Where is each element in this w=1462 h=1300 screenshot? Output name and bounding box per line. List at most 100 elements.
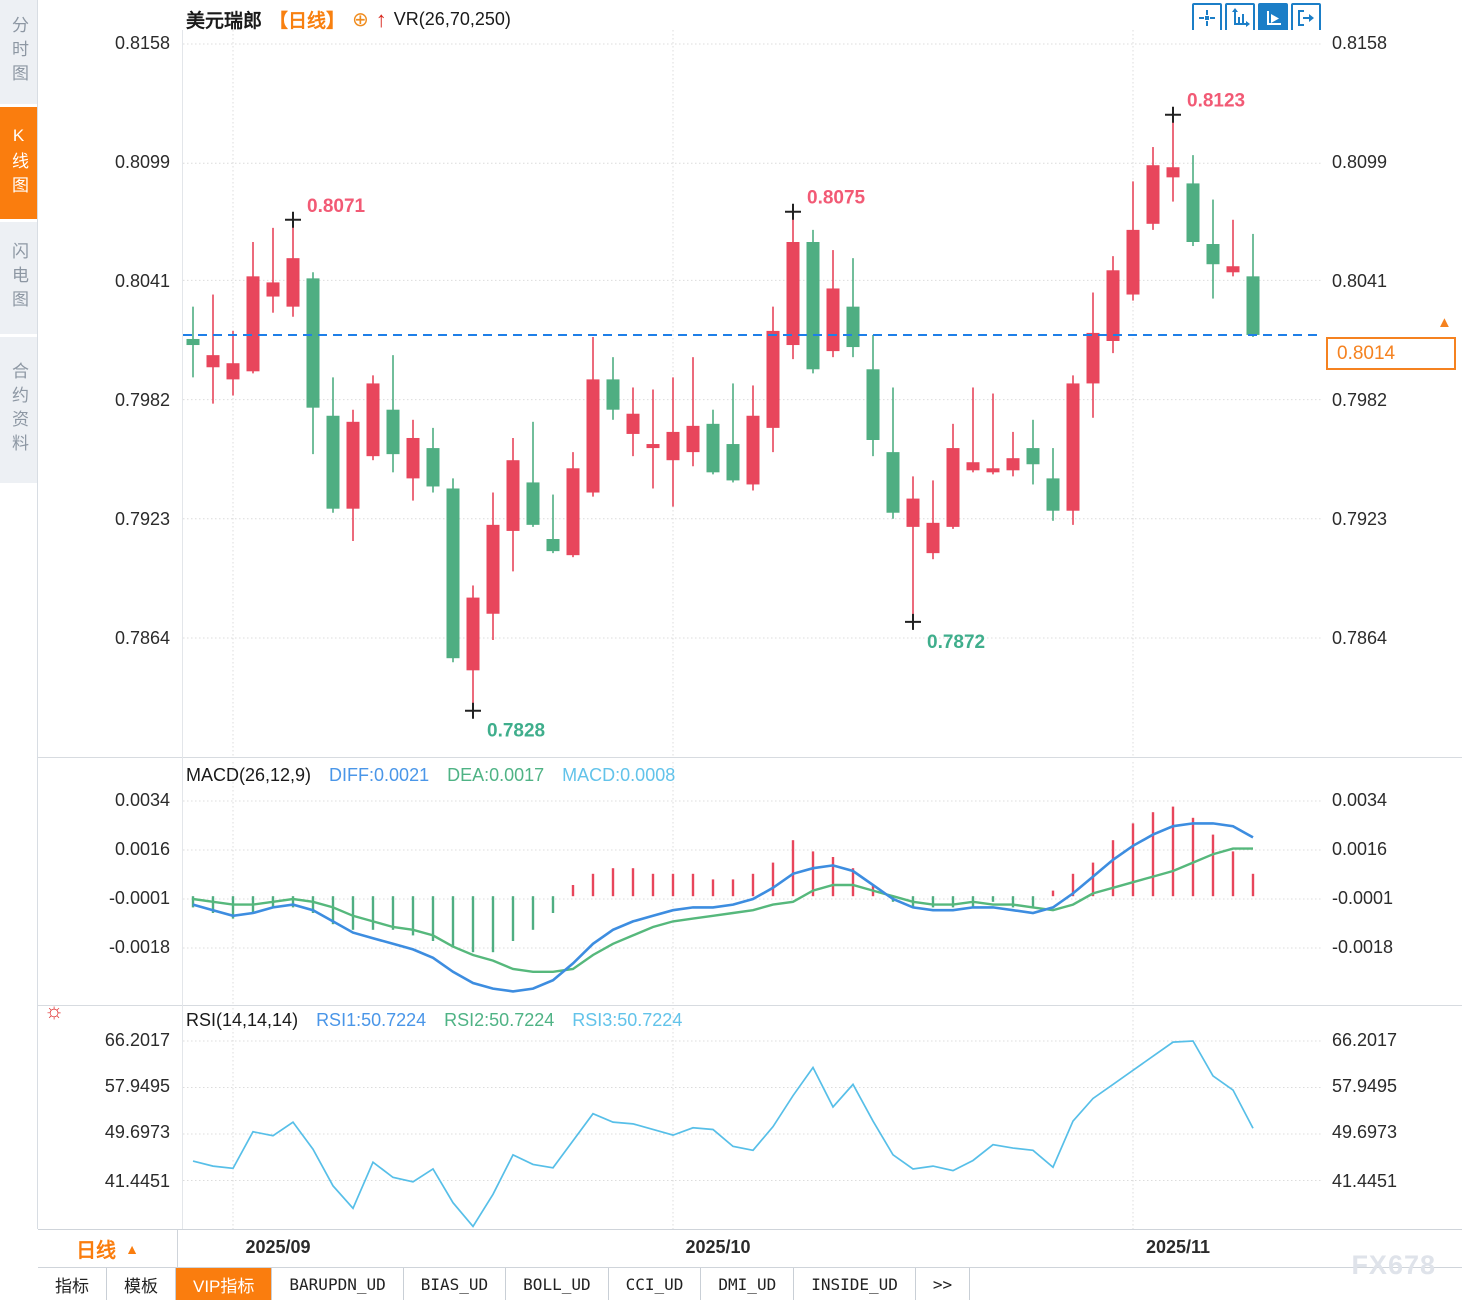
bottom-tab-6[interactable]: CCI_UD <box>609 1268 702 1300</box>
price-axis-label: 0.7923 <box>1332 509 1388 529</box>
candle-body <box>886 452 900 513</box>
macd-header: MACD(26,12,9) DIFF:0.0021 DEA:0.0017 MAC… <box>186 765 675 786</box>
price-axis-label: 0.8099 <box>1332 152 1388 172</box>
sun-indicator-icon[interactable]: ☼ <box>44 998 65 1023</box>
rsi-chart[interactable] <box>183 1008 1323 1229</box>
axis-zoom-icon <box>1232 8 1250 27</box>
macd-histogram-bar <box>231 896 235 919</box>
macd-histogram-bar <box>771 862 775 897</box>
auto-fit-tool-button[interactable] <box>1258 3 1288 33</box>
macd-chart[interactable] <box>183 762 1323 1005</box>
axis-zoom-tool-button[interactable] <box>1225 3 1255 33</box>
bottom-tab-0[interactable]: 指标 <box>38 1268 107 1300</box>
macd-histogram-bar <box>491 896 495 953</box>
candle-body <box>806 241 820 370</box>
candle-body <box>326 415 340 509</box>
candle-body <box>646 444 660 449</box>
macd-axis-label: -0.0018 <box>108 937 170 957</box>
macd-histogram-bar <box>1131 823 1135 897</box>
extreme-cross-marker <box>1165 106 1181 123</box>
rsi-axis-label: 41.4451 <box>104 1171 170 1191</box>
chart-header: 美元瑞郎 【日线】 ⊕ ↑ VR(26,70,250) <box>186 6 511 33</box>
candle-body <box>926 522 940 554</box>
candle-body <box>466 597 480 671</box>
bottom-tab-3[interactable]: BARUPDN_UD <box>272 1268 404 1300</box>
sidebar-item-1[interactable]: K线图 <box>0 107 37 219</box>
sidebar-item-3[interactable]: 合约资料 <box>0 337 37 483</box>
rsi-axis-label: 66.2017 <box>104 1030 170 1050</box>
candle-body <box>226 363 240 380</box>
sidebar-item-0[interactable]: 分时图 <box>0 0 37 104</box>
current-price-value: 0.8014 <box>1337 342 1396 364</box>
panel-divider <box>38 1005 1462 1006</box>
vr-indicator-label: VR(26,70,250) <box>393 9 511 29</box>
candle-body <box>186 338 200 346</box>
macd-axis-label: 0.0016 <box>1332 839 1388 859</box>
macd-dea-value: DEA:0.0017 <box>447 765 545 785</box>
macd-histogram-bar <box>351 896 355 930</box>
target-icon[interactable]: ⊕ <box>352 8 369 31</box>
period-tag[interactable]: 【日线】 <box>269 11 346 32</box>
indicator-tab-bar: 指标 模板 VIP指标 BARUPDN_UD BIAS_UD BOLL_UD CCI_UD D… <box>38 1268 1462 1300</box>
sidebar-item-2[interactable]: 闪电图 <box>0 222 37 334</box>
crosshair-tool-button[interactable] <box>1192 3 1222 33</box>
period-dropdown-icon: ▲ <box>125 1240 139 1257</box>
price-up-triangle-icon: ▲ <box>1437 314 1452 331</box>
bottom-tab-1[interactable]: 模板 <box>107 1268 176 1300</box>
macd-axis-label: -0.0018 <box>1332 937 1394 957</box>
candle-body <box>606 379 620 410</box>
crosshair-icon <box>1199 10 1215 26</box>
macd-histogram-bar <box>1171 806 1175 897</box>
candle-body <box>1066 383 1080 511</box>
candle-body <box>1186 183 1200 242</box>
candle-body <box>846 306 860 348</box>
candle-body <box>1206 244 1220 265</box>
plot-border <box>182 30 183 1229</box>
rsi-header: RSI(14,14,14) RSI1:50.7224 RSI2:50.7224 … <box>186 1010 682 1031</box>
candle-body <box>866 369 880 440</box>
macd-histogram-bar <box>851 868 855 897</box>
macd-histogram-bar <box>451 896 455 947</box>
macd-histogram-bar <box>991 896 995 902</box>
candle-body <box>1126 229 1140 295</box>
bottom-tab-8[interactable]: INSIDE_UD <box>794 1268 916 1300</box>
price-axis-label: 0.8158 <box>114 33 170 53</box>
macd-histogram-bar <box>751 873 755 897</box>
price-annotation: 0.8075 <box>807 188 866 209</box>
macd-axis-label: 0.0034 <box>114 790 170 810</box>
extreme-cross-marker <box>905 613 921 630</box>
macd-histogram-bar <box>331 896 335 925</box>
rsi-axis-label: 49.6973 <box>1332 1122 1398 1142</box>
candlestick-chart[interactable]: 0.8071 0.8075 0.8123 0.7828 0.7872 <box>183 30 1323 757</box>
current-price-tag: 0.8014 <box>1326 337 1456 370</box>
macd-histogram-bar <box>391 896 395 930</box>
bottom-tab-4[interactable]: BIAS_UD <box>404 1268 507 1300</box>
macd-histogram-bar <box>371 896 375 930</box>
price-annotation: 0.7828 <box>487 721 545 742</box>
price-axis-label: 0.7923 <box>114 509 170 529</box>
macd-histogram-bar <box>1251 873 1255 897</box>
macd-histogram-bar <box>831 857 835 897</box>
bottom-tab-2[interactable]: VIP指标 <box>176 1268 273 1300</box>
candle-body <box>406 437 420 479</box>
period-selector[interactable]: 日线 ▲ <box>38 1230 178 1267</box>
candle-body <box>346 421 360 509</box>
macd-histogram-bar <box>1191 817 1195 897</box>
candle-body <box>266 282 280 297</box>
bottom-tab-5[interactable]: BOLL_UD <box>506 1268 609 1300</box>
macd-histogram-bar <box>411 896 415 936</box>
macd-histogram-bar <box>571 885 575 897</box>
macd-histogram-bar <box>211 896 215 913</box>
pan-tool-button[interactable] <box>1291 3 1321 33</box>
macd-histogram-bar <box>431 896 435 941</box>
symbol-title: 美元瑞郎 <box>186 11 263 32</box>
macd-axis-label: -0.0001 <box>1332 888 1394 908</box>
bottom-tab-9[interactable]: >> <box>916 1268 971 1300</box>
candle-body <box>306 278 320 408</box>
bottom-tab-7[interactable]: DMI_UD <box>701 1268 795 1300</box>
diff-line <box>192 822 1254 993</box>
candle-body <box>286 258 300 307</box>
candle-body <box>946 448 960 527</box>
rsi-line <box>192 1040 1254 1228</box>
macd-macd-value: MACD:0.0008 <box>562 765 676 785</box>
